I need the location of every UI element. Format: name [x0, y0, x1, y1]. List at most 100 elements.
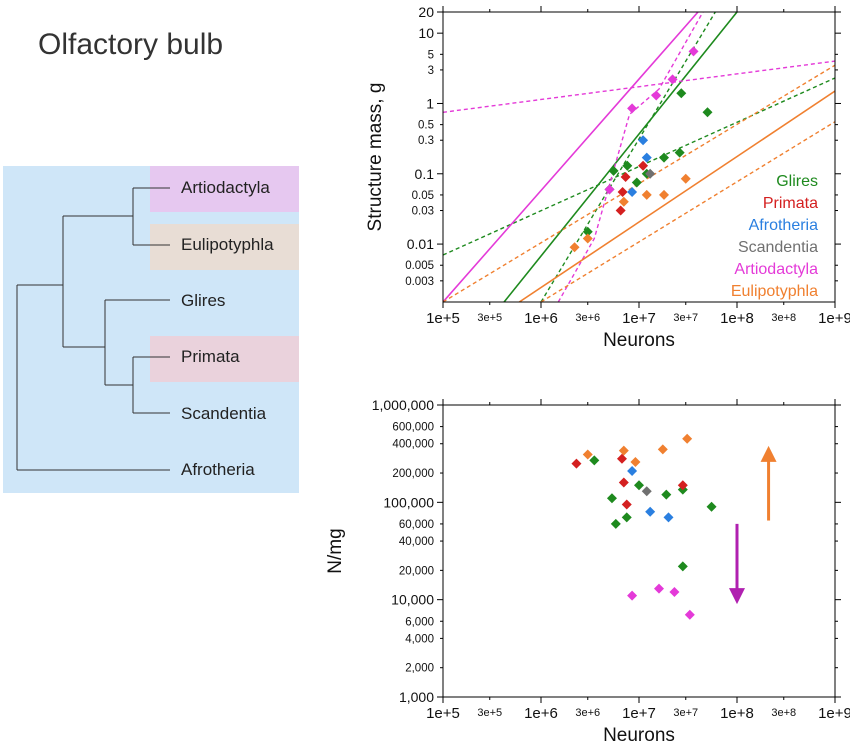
y-tick-label: 10,000: [391, 592, 434, 608]
y-axis-label: Structure mass, g: [365, 83, 386, 232]
data-point-artiodactyla: [669, 586, 680, 597]
data-point-primata: [621, 499, 632, 510]
x-tick-label: 1e+9: [818, 310, 850, 327]
data-point-artiodactyla: [604, 184, 615, 195]
data-point-artiodactyla: [627, 103, 638, 114]
arrow-up-head: [760, 445, 777, 462]
data-point-glires: [621, 512, 632, 523]
y-tick-label: 5: [428, 49, 434, 61]
data-point-glires: [610, 518, 621, 529]
fit-line-glires: [503, 12, 738, 302]
data-point-primata: [618, 477, 629, 488]
arrow-down-head: [729, 588, 745, 605]
legend-entry-primata: Primata: [763, 195, 818, 212]
taxon-label-eulipotyphla: Eulipotyphla: [181, 235, 274, 254]
y-tick-label: 3: [428, 65, 434, 77]
data-point-eulipotyphla: [657, 444, 668, 455]
x-tick-label: 3e+7: [673, 707, 698, 719]
data-point-eulipotyphla: [680, 173, 691, 184]
y-tick-label: 6,000: [405, 616, 434, 628]
x-axis-label: Neurons: [603, 330, 675, 351]
data-point-artiodactyla: [667, 74, 678, 85]
x-tick-label: 3e+6: [575, 707, 600, 719]
fit-line-glires: [443, 77, 835, 256]
data-point-eulipotyphla: [618, 196, 629, 207]
data-point-primata: [677, 480, 688, 491]
taxon-label-primata: Primata: [181, 347, 240, 366]
data-point-eulipotyphla: [641, 189, 652, 200]
plot-frame: [442, 404, 836, 698]
y-tick-label: 4,000: [405, 633, 434, 645]
y-tick-label: 20,000: [399, 565, 434, 577]
x-tick-label: 1e+8: [720, 705, 754, 722]
data-point-eulipotyphla: [630, 456, 641, 467]
legend-entry-scandentia: Scandentia: [738, 239, 818, 256]
data-point-glires: [622, 160, 633, 171]
y-tick-label: 100,000: [383, 494, 434, 510]
y-tick-label: 10: [418, 25, 434, 41]
legend-entry-eulipotyphla: Eulipotyphla: [731, 283, 818, 300]
data-point-eulipotyphla: [582, 449, 593, 460]
legend-entry-afrotheria: Afrotheria: [749, 217, 818, 234]
taxon-label-glires: Glires: [181, 291, 226, 310]
data-point-afrotheria: [663, 512, 674, 523]
y-tick-label: 60,000: [399, 519, 434, 531]
data-point-afrotheria: [627, 187, 638, 198]
x-tick-label: 3e+8: [771, 312, 796, 324]
highlight-primata: [150, 336, 299, 382]
legend-entry-glires: Glires: [776, 173, 818, 190]
y-tick-label: 0.1: [415, 166, 435, 182]
data-point-glires: [582, 226, 593, 237]
data-point-artiodactyla: [654, 583, 665, 594]
x-tick-label: 1e+7: [622, 310, 656, 327]
data-point-glires: [606, 493, 617, 504]
x-tick-label: 1e+5: [426, 310, 460, 327]
taxon-label-afrotheria: Afrotheria: [181, 460, 255, 479]
data-point-primata: [615, 205, 626, 216]
data-point-primata: [638, 160, 649, 171]
y-tick-label: 1,000,000: [372, 397, 434, 413]
x-axis-label: Neurons: [603, 725, 675, 746]
data-point-eulipotyphla: [659, 189, 670, 200]
data-point-glires: [676, 88, 687, 99]
taxon-label-artiodactyla: Artiodactyla: [181, 178, 270, 197]
x-tick-label: 3e+5: [477, 707, 502, 719]
x-tick-label: 1e+7: [622, 705, 656, 722]
y-tick-label: 1,000: [399, 689, 434, 705]
data-point-scandentia: [645, 168, 656, 179]
data-point-glires: [589, 455, 600, 466]
data-point-primata: [620, 171, 631, 182]
data-point-eulipotyphla: [582, 233, 593, 244]
page-title: Olfactory bulb: [38, 28, 224, 61]
fit-line-eulipotyphla: [518, 90, 835, 302]
data-point-eulipotyphla: [569, 242, 580, 253]
highlight-eulipotyphla: [150, 224, 299, 270]
fit-line-artiodactyla: [443, 12, 699, 302]
x-tick-label: 1e+8: [720, 310, 754, 327]
fit-line-eulipotyphla: [540, 121, 835, 302]
data-point-artiodactyla: [684, 609, 695, 620]
data-point-glires: [608, 165, 619, 176]
data-point-afrotheria: [641, 152, 652, 163]
x-tick-label: 3e+5: [477, 312, 502, 324]
y-tick-label: 2,000: [405, 663, 434, 675]
data-point-afrotheria: [645, 506, 656, 517]
data-point-afrotheria: [638, 135, 649, 146]
phylogeny-tree: [16, 187, 170, 471]
data-point-primata: [616, 453, 627, 464]
y-tick-label: 0.3: [418, 135, 434, 147]
taxon-label-scandentia: Scandentia: [181, 404, 267, 423]
legend-entry-artiodactyla: Artiodactyla: [734, 261, 818, 278]
highlight-artiodactyla: [150, 166, 299, 212]
data-point-scandentia: [641, 486, 652, 497]
data-point-eulipotyphla: [618, 445, 629, 456]
x-tick-label: 1e+6: [524, 705, 558, 722]
y-tick-label: 0.03: [412, 206, 434, 218]
x-tick-label: 1e+6: [524, 310, 558, 327]
y-tick-label: 0.003: [405, 276, 434, 288]
data-point-afrotheria: [627, 465, 638, 476]
y-tick-label: 1: [426, 95, 434, 111]
data-point-glires: [631, 177, 642, 188]
x-tick-label: 3e+6: [575, 312, 600, 324]
